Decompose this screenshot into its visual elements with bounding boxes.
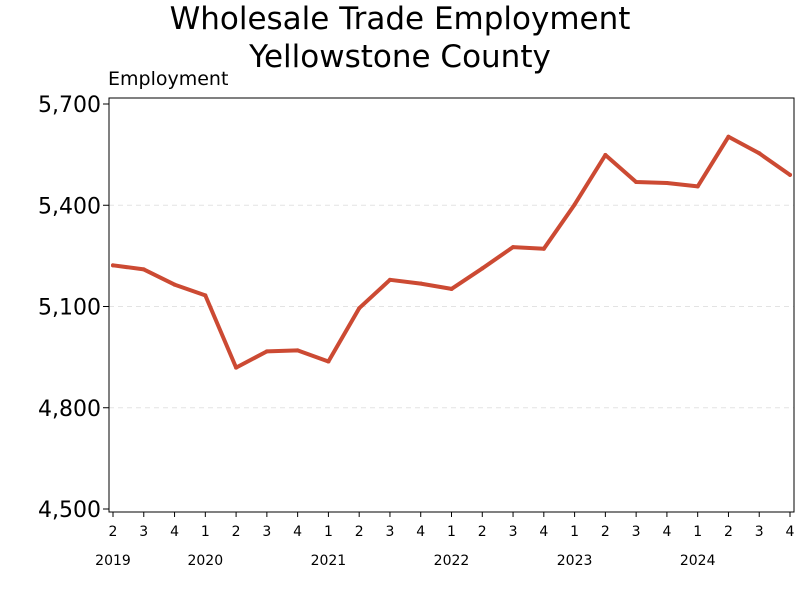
x-tick-label: 1 — [447, 524, 456, 540]
x-tick-label: 3 — [262, 524, 271, 540]
x-axis: 2 2019 3 4 1 2020 2 3 4 1 2021 2 3 4 1 2022 2 3 4 1 2023 2 3 4 1… — [95, 512, 795, 569]
data-point — [264, 349, 269, 354]
x-year-label: 2023 — [557, 553, 593, 569]
x-tick-label: 2 — [355, 524, 364, 540]
data-point — [634, 179, 639, 184]
x-year-label: 2024 — [680, 553, 716, 569]
x-tick-label: 3 — [139, 524, 148, 540]
x-tick-label: 4 — [662, 524, 671, 540]
x-tick-label: 1 — [570, 524, 579, 540]
x-year-label: 2019 — [95, 553, 131, 569]
y-axis-label: Employment — [108, 68, 229, 90]
x-tick-label: 2 — [601, 524, 610, 540]
data-point — [141, 267, 146, 272]
series-layer — [111, 134, 792, 370]
data-point — [572, 202, 577, 207]
x-tick-label: 3 — [755, 524, 764, 540]
x-tick-label: 1 — [693, 524, 702, 540]
x-tick-label: 2 — [478, 524, 487, 540]
x-tick-label: 4 — [539, 524, 548, 540]
data-point — [757, 151, 762, 156]
data-point — [664, 180, 669, 185]
chart-title: Wholesale Trade Employment — [169, 1, 631, 37]
y-tick-label: 4,800 — [38, 397, 101, 422]
chart-subtitle: Yellowstone County — [249, 39, 551, 75]
y-tick-label: 5,100 — [38, 296, 101, 321]
gridlines — [109, 204, 794, 409]
data-point — [387, 277, 392, 282]
data-point — [480, 266, 485, 271]
x-tick-label: 3 — [632, 524, 641, 540]
x-year-label: 2021 — [311, 553, 347, 569]
data-point — [603, 152, 608, 157]
x-tick-label: 4 — [170, 524, 179, 540]
data-point — [541, 246, 546, 251]
data-point — [695, 184, 700, 189]
data-point — [234, 365, 239, 370]
data-point — [449, 286, 454, 291]
x-tick-label: 4 — [416, 524, 425, 540]
data-point — [295, 348, 300, 353]
y-axis: 4,500 4,800 5,100 5,400 5,700 — [38, 93, 109, 523]
x-tick-label: 3 — [509, 524, 518, 540]
data-point — [726, 134, 731, 139]
x-tick-label: 1 — [324, 524, 333, 540]
series-line — [111, 134, 792, 370]
x-tick-label: 4 — [786, 524, 795, 540]
data-point — [326, 359, 331, 364]
data-point — [203, 293, 208, 298]
data-point — [511, 245, 516, 250]
x-tick-label: 4 — [293, 524, 302, 540]
data-point — [172, 282, 177, 287]
x-tick-label: 1 — [201, 524, 210, 540]
data-point — [357, 306, 362, 311]
x-tick-label: 2 — [724, 524, 733, 540]
y-tick-label: 5,700 — [38, 93, 101, 118]
x-tick-label: 2 — [109, 524, 118, 540]
x-tick-label: 2 — [232, 524, 241, 540]
x-tick-label: 3 — [385, 524, 394, 540]
x-year-label: 2022 — [434, 553, 470, 569]
plot-frame — [108, 97, 795, 513]
x-year-label: 2020 — [187, 553, 223, 569]
y-tick-label: 4,500 — [38, 498, 101, 523]
data-point — [418, 281, 423, 286]
data-point — [788, 172, 792, 177]
data-point — [111, 263, 115, 268]
y-tick-label: 5,400 — [38, 194, 101, 219]
